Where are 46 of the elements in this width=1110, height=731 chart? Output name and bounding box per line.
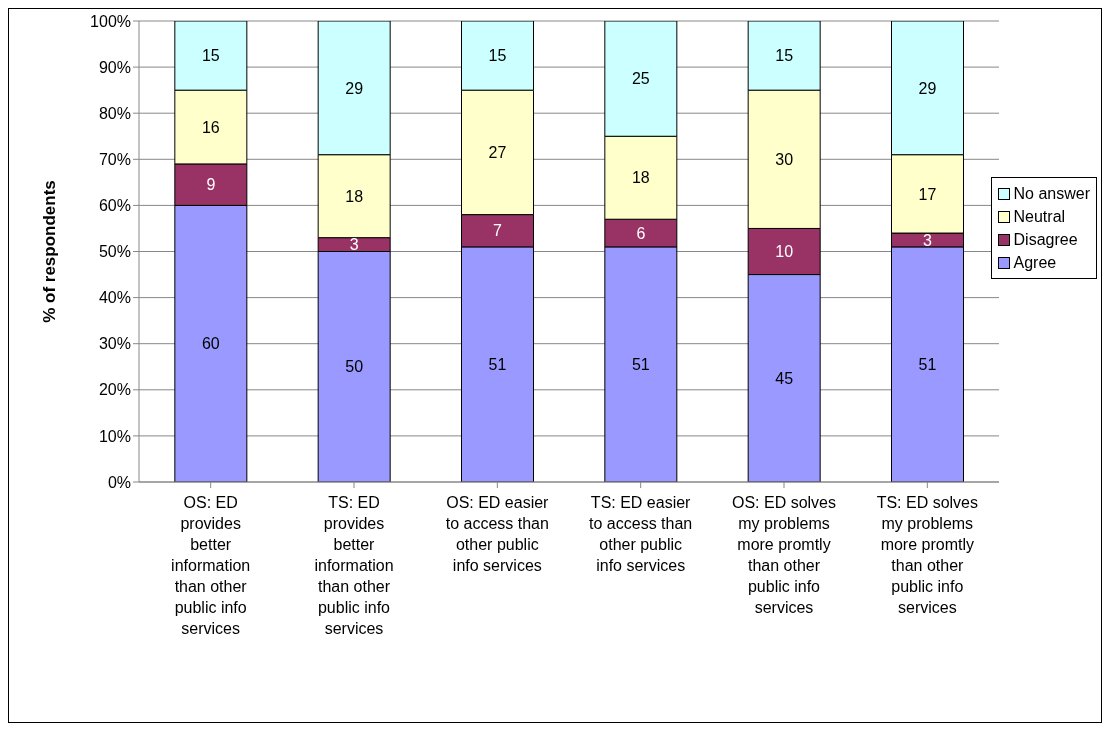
y-tick-label: 60% [98,197,131,215]
data-label: 18 [631,169,650,187]
y-tick-label: 50% [98,243,131,261]
data-label: 17 [918,185,937,203]
data-label: 27 [488,144,507,162]
data-label: 18 [345,187,364,205]
y-tick-label: 10% [98,427,131,445]
x-tick-label: TS: ED easier to access than other public info services [589,494,693,574]
data-label: 15 [488,47,507,65]
y-tick-label: 90% [98,58,131,76]
data-label: 7 [493,222,503,240]
y-tick-label: 0% [107,473,131,491]
data-label: 6 [636,224,646,242]
y-axis-title: % of respondents [40,180,60,323]
data-label: 16 [201,118,220,136]
data-label: 51 [631,356,650,374]
data-label: 10 [775,243,794,261]
data-label: 60 [201,335,220,353]
x-tick-label: TS: ED solves my problems more promtly than other public info services [876,494,979,616]
x-tick-label: TS: ED provides better information than other public info services [314,494,394,637]
data-label: 30 [775,150,794,168]
y-tick-label: 100% [90,12,131,30]
data-label: 15 [201,47,220,65]
y-tick-label: 20% [98,381,131,399]
legend-label: No answer [1013,184,1090,203]
x-tick-label: OS: ED solves my problems more promtly than other public info services [731,494,837,616]
y-tick-label: 30% [98,335,131,353]
data-label: 50 [345,358,364,376]
data-label: 45 [775,369,794,387]
data-label: 29 [918,79,937,97]
data-label: 9 [206,176,216,194]
y-tick-label: 80% [98,104,131,122]
x-tick-label: OS: ED provides better information than other public info services [171,494,251,637]
data-label: 3 [923,231,933,249]
legend-label: Disagree [1013,230,1078,249]
legend-label: Agree [1013,253,1057,272]
data-label: 51 [918,356,937,374]
data-label: 51 [488,356,507,374]
y-tick-label: 70% [98,150,131,168]
data-label: 29 [345,79,364,97]
data-label: 3 [349,236,359,254]
data-label: 25 [631,70,650,88]
x-tick-label: OS: ED easier to access than other public info services [445,494,550,574]
data-label: 15 [775,47,794,65]
y-tick-label: 40% [98,289,131,307]
legend-label: Neutral [1013,207,1066,226]
